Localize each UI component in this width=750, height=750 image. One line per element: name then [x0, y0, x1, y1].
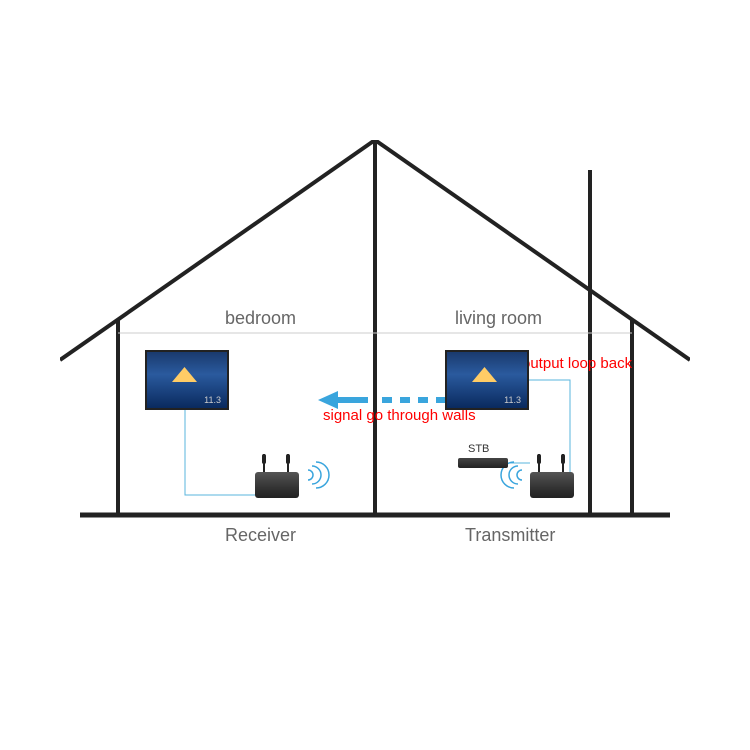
label-receiver: Receiver — [225, 525, 296, 546]
house-diagram: bedroom living room Receiver Transmitter… — [60, 140, 690, 540]
stb-device — [458, 458, 508, 468]
label-stb: STB — [468, 443, 489, 455]
receiver-device — [255, 462, 299, 498]
label-transmitter: Transmitter — [465, 525, 555, 546]
room-label-bedroom: bedroom — [225, 308, 296, 329]
tv-bedroom: 11.3 — [145, 350, 229, 410]
annotation-loopback: output loop back — [522, 355, 632, 372]
room-label-livingroom: living room — [455, 308, 542, 329]
transmitter-device — [530, 462, 574, 498]
tv-livingroom: 11.3 — [445, 350, 529, 410]
